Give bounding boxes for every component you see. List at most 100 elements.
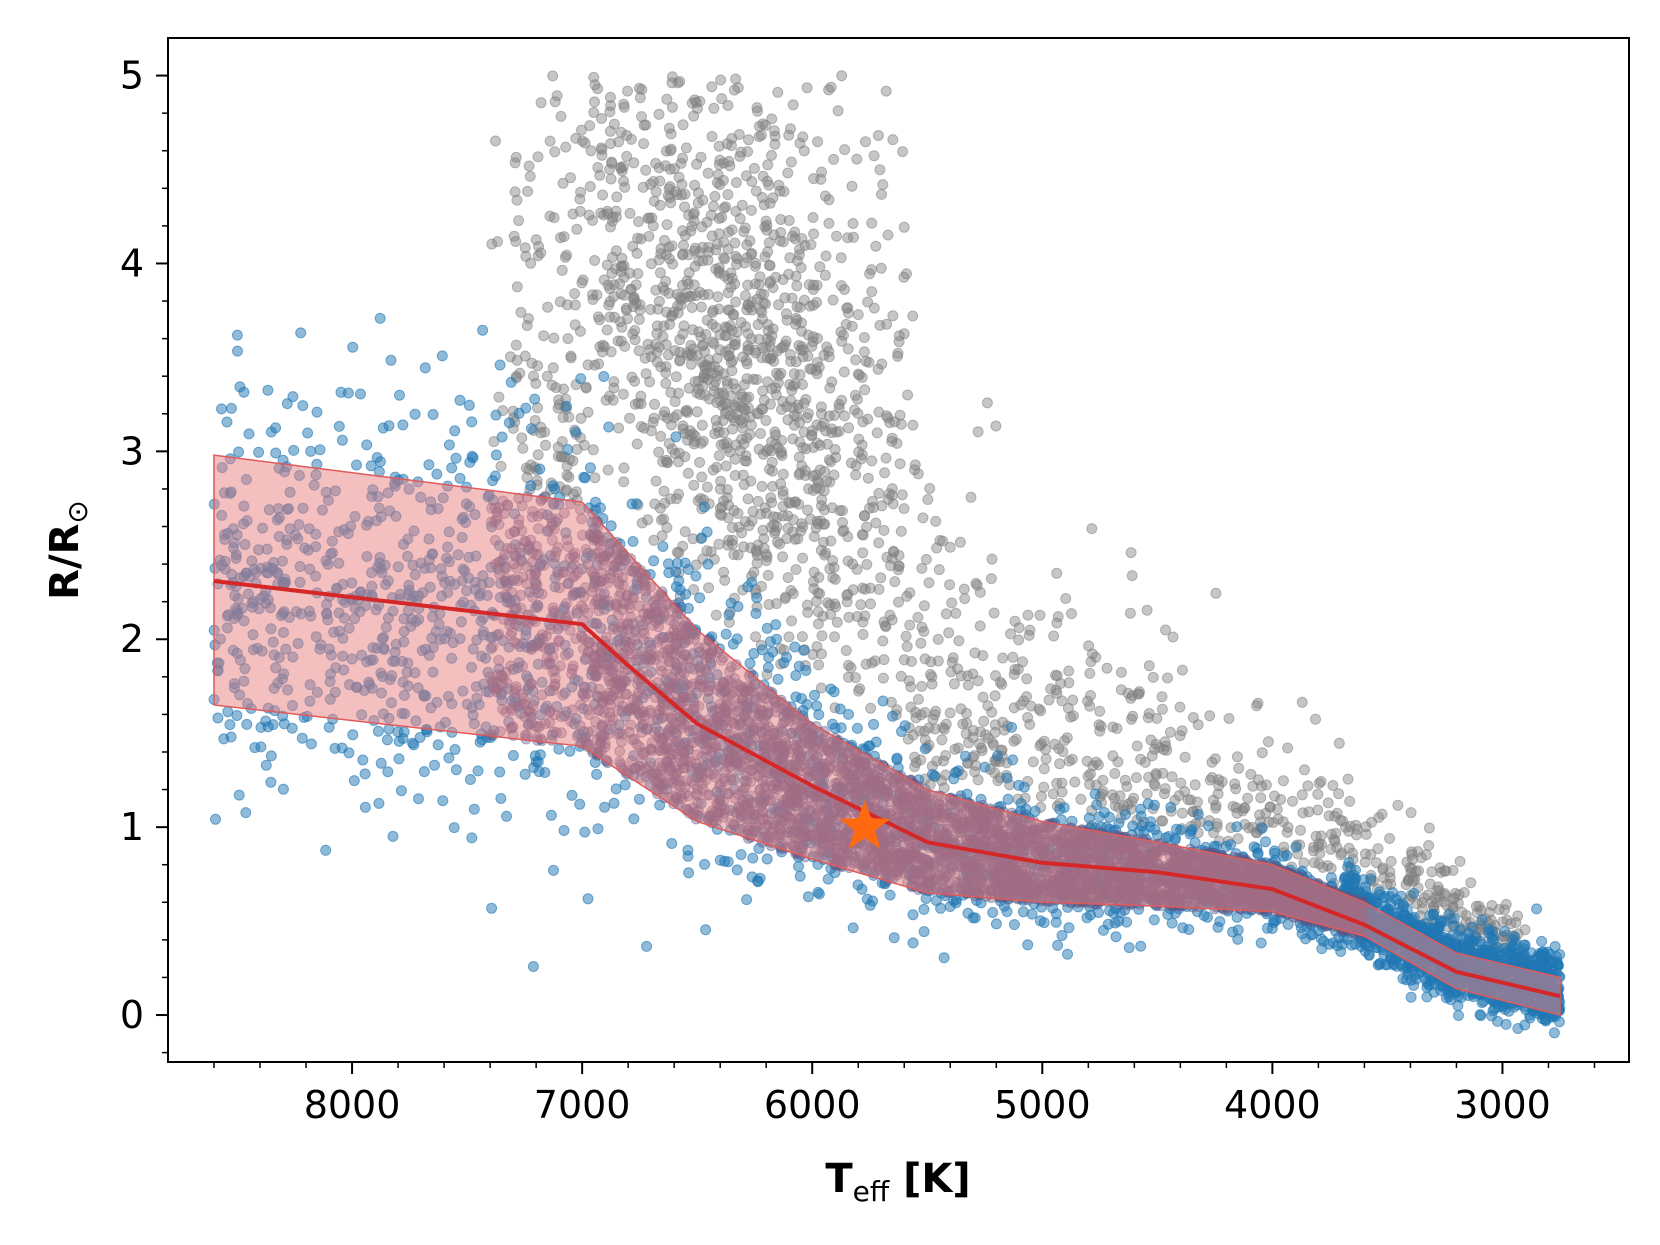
dwarf-point [702, 558, 714, 570]
giant-point [513, 215, 525, 227]
dwarf-point [631, 498, 643, 510]
giant-point [789, 233, 801, 245]
giant-point [730, 296, 742, 308]
giant-point [732, 549, 744, 561]
giant-point [636, 84, 648, 95]
giant-point [752, 495, 764, 507]
giant-point [1245, 768, 1257, 780]
giant-point [1062, 702, 1074, 714]
giant-point [982, 700, 994, 712]
giant-point [716, 509, 728, 521]
giant-point [600, 394, 612, 406]
giant-point [1365, 849, 1377, 860]
giant-point [794, 369, 806, 381]
giant-point [669, 448, 681, 459]
giant-point [847, 584, 859, 596]
giant-point [851, 153, 863, 165]
giant-point [972, 774, 984, 786]
dwarf-point [564, 745, 576, 757]
giant-point [814, 261, 826, 273]
dwarf-point [1255, 937, 1267, 949]
giant-point [816, 648, 827, 660]
dwarf-point [359, 801, 371, 813]
giant-point [514, 367, 526, 379]
giant-point [895, 525, 907, 537]
giant-point [685, 358, 697, 370]
giant-point [1075, 793, 1087, 805]
giant-point [1048, 630, 1060, 642]
giant-point [510, 339, 522, 351]
giant-point [753, 279, 765, 290]
giant-point [878, 654, 890, 666]
giant-point [791, 280, 803, 292]
giant-point [505, 351, 516, 363]
giant-point [613, 422, 625, 434]
giant-point [702, 254, 714, 266]
giant-point [535, 247, 547, 259]
giant-point [1159, 783, 1171, 795]
dwarf-point [877, 695, 889, 707]
giant-point [648, 534, 660, 546]
giant-point [636, 111, 647, 123]
giant-point [798, 145, 810, 157]
dwarf-point [454, 472, 466, 484]
giant-point [804, 363, 816, 375]
giant-point [784, 379, 796, 390]
giant-point [734, 213, 746, 225]
giant-point [1111, 723, 1123, 734]
giant-point [943, 627, 955, 639]
giant-point [1454, 855, 1466, 867]
dwarf-point [450, 452, 462, 464]
giant-point [876, 188, 887, 200]
dwarf-point [1192, 809, 1204, 820]
dwarf-point [314, 444, 326, 456]
dwarf-point [413, 793, 424, 805]
giant-point [762, 159, 774, 171]
giant-point [604, 125, 616, 137]
giant-point [769, 138, 781, 150]
giant-point [1256, 747, 1268, 759]
giant-point [869, 655, 881, 667]
dwarf-point [525, 423, 537, 435]
dwarf-point [221, 416, 233, 428]
giant-point [633, 314, 645, 325]
giant-point [523, 313, 534, 325]
giant-point [936, 734, 948, 746]
dwarf-point [494, 766, 506, 778]
giant-point [793, 451, 805, 463]
giant-point [592, 311, 604, 323]
giant-point [686, 302, 698, 313]
dwarf-point [562, 444, 574, 455]
giant-point [569, 319, 581, 331]
giant-point [1092, 759, 1104, 771]
dwarf-point [495, 793, 507, 804]
giant-point [792, 399, 804, 411]
giant-point [655, 361, 667, 373]
dwarf-point [507, 750, 519, 761]
dwarf-point [584, 462, 596, 474]
giant-point [725, 356, 737, 368]
giant-point [1024, 624, 1036, 636]
giant-point [860, 658, 872, 670]
giant-point [736, 527, 748, 539]
giant-point [785, 123, 796, 135]
giant-point [1125, 713, 1137, 725]
giant-point [690, 290, 702, 302]
giant-point [659, 497, 671, 509]
giant-point [969, 647, 981, 659]
giant-point [1013, 634, 1025, 646]
dwarf-point [852, 879, 864, 891]
giant-point [1264, 801, 1276, 813]
giant-point [760, 415, 772, 426]
giant-point [589, 472, 601, 484]
dwarf-point [1212, 921, 1224, 933]
giant-point [940, 608, 952, 620]
dwarf-point [748, 648, 760, 659]
giant-point [846, 320, 858, 332]
dwarf-point [822, 873, 834, 885]
giant-point [1164, 726, 1176, 738]
dwarf-point [907, 937, 919, 949]
giant-point [820, 547, 832, 559]
giant-point [658, 513, 670, 525]
giant-point [814, 588, 826, 600]
